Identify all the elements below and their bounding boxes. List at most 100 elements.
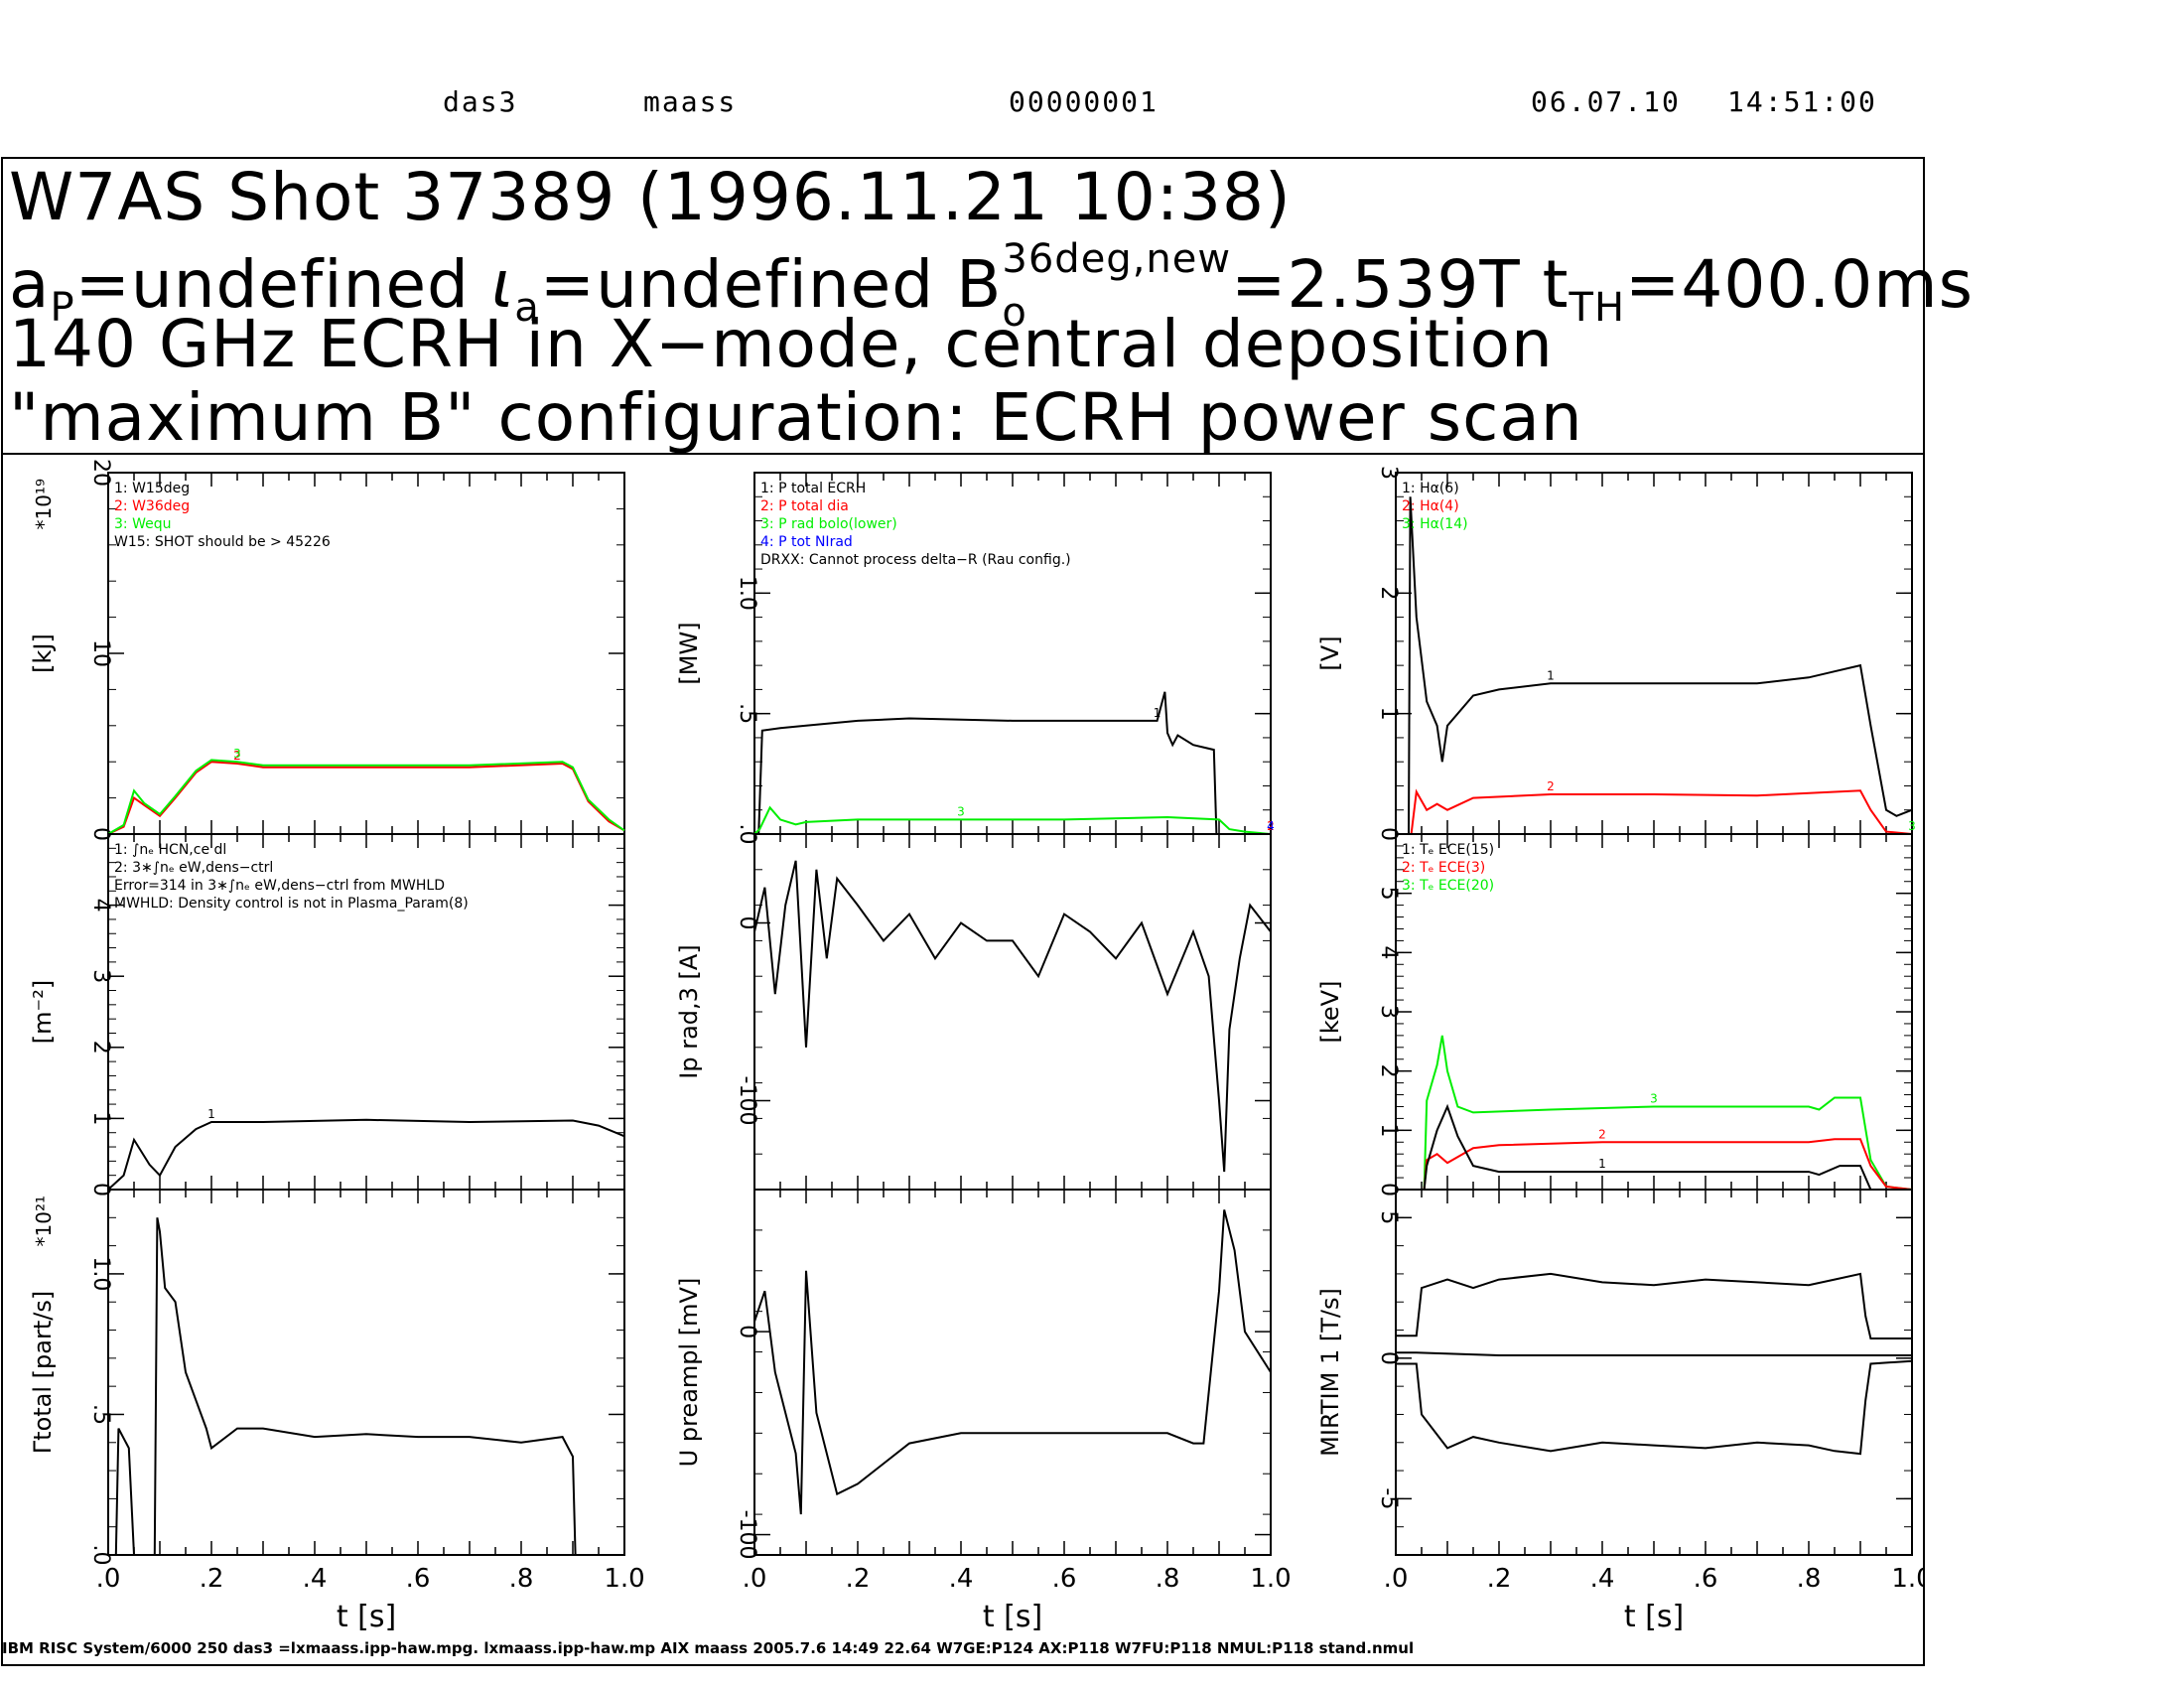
counter-label: 00000001: [1009, 85, 1159, 118]
y-tick-label: -100: [735, 1510, 759, 1560]
panel-9: -5 0 5 MIRTIM 1 [T/s] .0 .2 .4 .6 .8 1.0 t [s]: [1316, 1189, 1923, 1634]
shot-header: W7AS Shot 37389 (1996.11.21 10:38) aP=un…: [1, 157, 1973, 456]
series-marker-1: 3: [1650, 1091, 1658, 1105]
series-marker-3: 1: [1598, 1157, 1606, 1171]
y-exponent: *10²¹: [32, 1196, 56, 1246]
series-marker-3: 2: [1267, 819, 1275, 833]
y-tick-label: 0: [88, 827, 113, 841]
legend-entry-3: 3: P rad bolo(lower): [760, 516, 897, 532]
y-tick-label: 1: [1376, 707, 1401, 721]
host-label: das3: [443, 85, 518, 118]
heating-description: 140 GHz ECRH in X−mode, central depositi…: [9, 306, 1554, 382]
panel-frame: [753, 1189, 1272, 1556]
legend-entry-1: 1: ∫nₑ HCN,ce dl: [114, 842, 226, 858]
panel-frame: [107, 472, 625, 835]
series-marker-3: 3: [1908, 819, 1916, 833]
b-value: =2.539T t: [1231, 246, 1570, 323]
y-axis-label: MIRTIM 1 [T/s]: [1316, 1288, 1344, 1457]
configuration-description: "maximum B" configuration: ECRH power sc…: [9, 379, 1583, 456]
shot-params: aP=undefined ιa=undefined B36deg,new o =2.…: [9, 236, 1974, 341]
series-marker-2: 2: [1598, 1127, 1606, 1141]
series-marker-2: 2: [1547, 779, 1555, 793]
y-axis-label: [kJ]: [29, 633, 57, 673]
y-tick-label: 3: [1376, 466, 1401, 480]
time-label: 14:51:00: [1727, 85, 1877, 118]
iota-sub: a: [514, 285, 540, 332]
x-tick-label: .2: [200, 1564, 224, 1594]
legend-entry-3: Error=314 in 3∗∫nₑ eW,dens−ctrl from MWH…: [114, 878, 445, 894]
series-marker-1: 2: [233, 749, 241, 763]
panel-5: -100 0 Ip rad,3 [A]: [675, 833, 1272, 1191]
y-tick-label: 1: [1376, 1123, 1401, 1137]
x-tick-label: .2: [1487, 1564, 1512, 1594]
series-marker-1: 1: [207, 1107, 215, 1121]
series-line-1: [1396, 1272, 1912, 1339]
x-tick-label: .6: [406, 1564, 431, 1594]
x-tick-label: .6: [1694, 1564, 1718, 1594]
y-tick-label: 3: [1376, 1005, 1401, 1019]
x-tick-label: .4: [949, 1564, 974, 1594]
series-line-1: [108, 1217, 624, 1556]
y-tick-label: -5: [1376, 1487, 1401, 1509]
y-axis-label: [V]: [1316, 635, 1344, 670]
series-line-1: [1396, 1035, 1913, 1191]
x-tick-label: .6: [1052, 1564, 1077, 1594]
panel-frame: [753, 833, 1272, 1191]
top-info-line: das3 maass 00000001 06.07.10 14:51:00: [0, 0, 2184, 159]
series-line-1: [107, 1118, 625, 1191]
series-line-2: [1396, 788, 1913, 835]
y-axis-label: U preampl [mV]: [675, 1278, 703, 1468]
series-marker-4: 4: [1267, 819, 1275, 833]
user-label: maass: [643, 85, 738, 118]
series-line-1: [753, 860, 1272, 1173]
legend-entry-2: 2: Tₑ ECE(3): [1402, 860, 1485, 876]
x-tick-label: .2: [846, 1564, 871, 1594]
x-tick-label: 1.0: [604, 1564, 644, 1594]
legend-entry-3: 3: Wequ: [114, 516, 171, 532]
y-tick-label: 5: [1376, 887, 1401, 901]
x-tick-label: 1.0: [1250, 1564, 1291, 1594]
x-axis-label: t [s]: [1624, 1600, 1684, 1634]
x-tick-label: .8: [1797, 1564, 1822, 1594]
series-line-2: [107, 759, 625, 835]
y-exponent: *10¹⁹: [32, 479, 56, 529]
y-tick-label: .5: [735, 703, 759, 724]
legend-entry-1: 1: Tₑ ECE(15): [1402, 842, 1494, 858]
y-tick-label: .0: [735, 824, 759, 845]
y-axis-label: Ip rad,3 [A]: [675, 944, 703, 1078]
y-tick-label: 3: [88, 969, 113, 983]
series-line-2: [1396, 1351, 1912, 1356]
y-tick-label: 0: [1376, 827, 1401, 841]
series-line-2: [1396, 1138, 1913, 1191]
legend-entry-4: 4: P tot NIrad: [760, 534, 853, 550]
b-sup: 36deg,new: [1002, 236, 1232, 282]
x-tick-label: .0: [743, 1564, 767, 1594]
y-tick-label: 0: [1376, 1351, 1401, 1365]
legend-entry-2: 2: W36deg: [114, 498, 190, 514]
series-line-3: [1396, 1359, 1913, 1456]
y-axis-label: [keV]: [1316, 981, 1344, 1044]
legend-entry-1: 1: W15deg: [114, 481, 190, 496]
y-tick-label: 0: [1376, 1183, 1401, 1196]
b-sub: o: [1002, 290, 1027, 336]
a-label: a: [9, 246, 51, 323]
series-line-1: [753, 1209, 1272, 1515]
panel-6: 0 1 2 3 4 5 [keV] 3 2 1 1: Tₑ ECE(15) 2: Tₑ ECE(3) 3…: [1316, 833, 1913, 1196]
legend-entry-3: 3: Hα(14): [1402, 516, 1468, 532]
y-axis-label: Γtotal [part/s]: [29, 1291, 57, 1454]
panel-8: -100 0 U preampl [mV] .0 .2 .4 .6 .8 1.0 t [s]: [675, 1189, 1292, 1634]
series-marker-2: 3: [957, 804, 965, 818]
legend-entry-4: MWHLD: Density control is not in Plasma_…: [114, 896, 469, 912]
y-tick-label: 5: [1376, 1210, 1401, 1224]
panel-frame: [1395, 1189, 1913, 1556]
x-axis-label: t [s]: [983, 1600, 1042, 1634]
legend-entry-3: 3: Tₑ ECE(20): [1402, 878, 1494, 894]
legend-entry-1: 1: Hα(6): [1402, 481, 1459, 496]
series-line-1: [754, 691, 1271, 835]
series-line-2: [753, 805, 1272, 835]
series-marker-2: 3: [233, 747, 241, 761]
